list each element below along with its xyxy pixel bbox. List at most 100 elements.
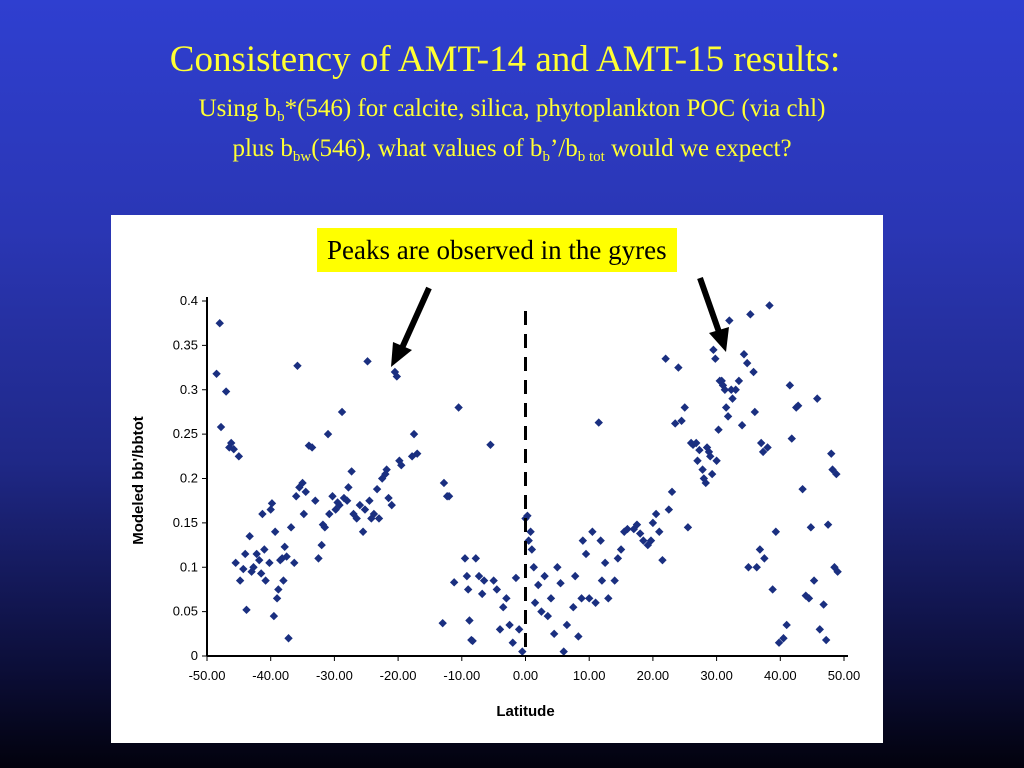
data-point [227, 438, 236, 448]
subtitle-text: (546), what values of b [311, 135, 543, 162]
data-point [267, 499, 277, 508]
data-point [581, 549, 591, 559]
data-point [530, 598, 540, 607]
data-point [600, 558, 610, 568]
data-point [477, 589, 487, 599]
data-point [623, 524, 632, 534]
data-point [553, 563, 562, 572]
callout-arrow-left [399, 286, 432, 350]
data-point [725, 316, 734, 325]
data-point [363, 357, 372, 366]
data-point [374, 514, 384, 523]
data-point [499, 602, 508, 612]
slide-subtitle-line2: plus bbw(546), what values of bb’/bb tot… [0, 132, 1024, 166]
data-point [382, 465, 391, 474]
data-point [349, 509, 358, 519]
data-point [234, 452, 244, 461]
data-point [692, 438, 701, 448]
slide-subtitle-line1: Using bb*(546) for calcite, silica, phyt… [0, 92, 1024, 126]
data-point [328, 492, 337, 501]
x-tick-label: -40.00 [252, 668, 289, 683]
data-point [252, 549, 261, 559]
data-point [249, 563, 258, 572]
y-tick-label: 0.4 [180, 293, 198, 308]
data-point [562, 620, 572, 630]
data-point [358, 527, 368, 536]
data-point [793, 401, 803, 410]
data-point [723, 412, 733, 421]
data-point [806, 523, 816, 532]
x-tick-label: -20.00 [380, 668, 417, 683]
data-point [537, 607, 546, 616]
data-point [311, 496, 320, 505]
data-point [737, 421, 747, 430]
data-point [677, 416, 686, 426]
data-point [720, 385, 730, 394]
data-point [337, 407, 347, 417]
data-point [588, 527, 597, 536]
data-point [325, 509, 334, 519]
data-point [744, 563, 753, 572]
subtitle-subscript: b [542, 149, 550, 165]
subtitle-text: *(546) for calcite, silica, phytoplankto… [284, 95, 826, 122]
data-point [702, 443, 712, 452]
data-point [444, 492, 454, 501]
data-point [734, 376, 744, 386]
data-point [255, 555, 264, 565]
data-point [578, 536, 588, 545]
data-point [543, 611, 552, 621]
x-tick-label: 0.00 [513, 668, 538, 683]
data-point [809, 576, 819, 585]
data-point [301, 487, 310, 497]
data-point [727, 385, 736, 394]
data-point [782, 620, 791, 630]
data-point [307, 443, 317, 452]
data-point [212, 369, 221, 378]
data-point [674, 363, 683, 372]
data-point [752, 563, 761, 572]
data-point [813, 394, 822, 403]
data-point [604, 594, 613, 603]
data-point [369, 509, 379, 519]
data-point [291, 492, 301, 501]
subtitle-text: Using b [198, 95, 278, 122]
x-tick-label: -50.00 [189, 668, 226, 683]
data-point [392, 372, 402, 381]
data-point [658, 555, 667, 565]
data-point [664, 505, 674, 514]
data-point [323, 429, 333, 439]
data-point [514, 625, 524, 634]
data-point [832, 469, 841, 479]
data-point [765, 301, 774, 310]
data-point [821, 635, 831, 645]
data-point [468, 636, 477, 646]
chart-panel: 0 0.05 0.1 0.15 0.2 0.25 0.3 0.35 0.4 -50.00 -40.… [111, 215, 883, 743]
data-point [717, 376, 726, 386]
x-tick-label: 40.00 [764, 668, 797, 683]
data-point [352, 514, 361, 523]
data-point [651, 509, 661, 519]
data-point [768, 585, 777, 594]
data-point [693, 456, 702, 465]
data-point [314, 554, 323, 563]
data-point [616, 545, 626, 554]
data-point [225, 443, 234, 452]
data-point [629, 524, 638, 534]
data-point [549, 629, 559, 639]
data-point [231, 558, 240, 568]
data-point [299, 509, 309, 519]
y-tick-label: 0.2 [180, 471, 198, 486]
y-tick-label: 0.1 [180, 559, 198, 574]
data-point [763, 443, 772, 452]
data-point [828, 465, 837, 474]
data-point [258, 509, 267, 519]
data-point [756, 438, 766, 448]
data-point [585, 594, 594, 603]
data-point [216, 422, 226, 432]
data-point [355, 500, 365, 510]
data-point [680, 403, 689, 412]
data-point [632, 520, 642, 529]
x-tick-label: 50.00 [828, 668, 861, 683]
data-point [534, 580, 543, 590]
data-point [365, 496, 374, 505]
